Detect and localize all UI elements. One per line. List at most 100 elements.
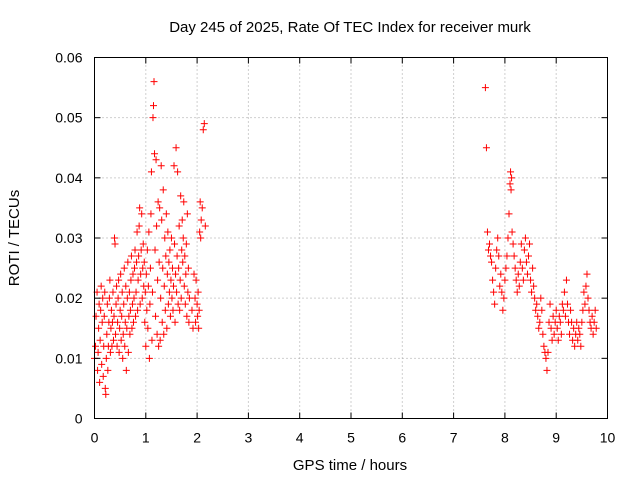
- data-point: [560, 288, 568, 296]
- data-point: [562, 276, 570, 284]
- data-point: [113, 342, 121, 350]
- data-point: [536, 318, 544, 326]
- data-point: [131, 246, 139, 254]
- data-point: [195, 306, 203, 314]
- data-point: [120, 264, 128, 272]
- data-point: [140, 258, 148, 266]
- x-axis: 0 1 2 3 4 5 6 7 8 9 10: [91, 57, 615, 446]
- data-point: [103, 300, 111, 308]
- data-point: [104, 366, 112, 374]
- data-point: [133, 258, 141, 266]
- data-point: [487, 252, 495, 260]
- data-point: [539, 330, 547, 338]
- data-point: [156, 204, 164, 212]
- data-point: [138, 210, 146, 218]
- x-tick-label: 5: [347, 430, 355, 446]
- data-point: [196, 198, 204, 206]
- data-point: [98, 360, 106, 368]
- data-point: [495, 252, 503, 260]
- data-point: [526, 240, 534, 248]
- data-point: [146, 264, 154, 272]
- data-point: [133, 228, 141, 236]
- data-point: [119, 330, 127, 338]
- x-tick-label: 6: [398, 430, 406, 446]
- data-point: [130, 294, 138, 302]
- data-point: [571, 342, 579, 350]
- data-point: [504, 234, 512, 242]
- data-point: [534, 312, 542, 320]
- data-point: [520, 246, 528, 254]
- data-point: [484, 246, 492, 254]
- data-point: [180, 282, 188, 290]
- data-point: [540, 342, 548, 350]
- data-point: [523, 270, 531, 278]
- data-point: [182, 270, 190, 278]
- data-point: [524, 252, 532, 260]
- data-point: [499, 306, 507, 314]
- data-point: [552, 306, 560, 314]
- data-point: [489, 276, 497, 284]
- data-point: [566, 330, 574, 338]
- data-point: [502, 264, 510, 272]
- data-point: [172, 144, 180, 152]
- data-point: [507, 186, 515, 194]
- x-axis-label: GPS time / hours: [293, 457, 407, 474]
- data-point: [550, 330, 558, 338]
- data-point: [119, 354, 127, 362]
- data-point: [112, 300, 120, 308]
- data-point: [165, 258, 173, 266]
- data-point: [501, 276, 509, 284]
- data-point: [107, 324, 115, 332]
- data-point: [132, 312, 140, 320]
- data-point: [106, 276, 114, 284]
- data-point: [158, 216, 166, 224]
- data-point: [127, 276, 135, 284]
- data-point: [516, 258, 524, 266]
- data-point: [151, 150, 159, 158]
- data-point: [167, 234, 175, 242]
- data-point: [192, 318, 200, 326]
- x-tick-label: 7: [450, 430, 458, 446]
- data-point: [153, 222, 161, 230]
- data-point: [116, 306, 124, 314]
- data-point: [180, 198, 188, 206]
- data-point: [176, 306, 184, 314]
- data-point: [173, 252, 181, 260]
- data-point: [101, 384, 109, 392]
- data-point: [194, 312, 202, 320]
- data-point: [555, 312, 563, 320]
- y-tick-label: 0.02: [55, 290, 82, 306]
- data-point: [508, 174, 516, 182]
- data-point: [183, 312, 191, 320]
- x-tick-label: 4: [296, 430, 304, 446]
- data-point: [92, 342, 100, 350]
- data-point: [141, 288, 149, 296]
- data-point: [193, 300, 201, 308]
- data-point: [164, 300, 172, 308]
- data-point: [155, 258, 163, 266]
- data-point: [101, 288, 109, 296]
- data-point: [149, 114, 157, 122]
- data-point: [184, 288, 192, 296]
- data-point: [96, 378, 104, 386]
- data-point: [142, 342, 150, 350]
- data-point: [166, 312, 174, 320]
- data-point: [577, 342, 585, 350]
- y-tick-label: 0.06: [55, 50, 82, 66]
- data-point: [198, 204, 206, 212]
- data-point: [197, 234, 205, 242]
- data-point: [148, 336, 156, 344]
- x-tick-label: 9: [552, 430, 560, 446]
- data-point: [94, 366, 102, 374]
- data-point: [139, 240, 147, 248]
- data-point: [184, 264, 192, 272]
- data-point: [530, 282, 538, 290]
- data-point: [169, 306, 177, 314]
- y-tick-label: 0.05: [55, 110, 82, 126]
- data-point: [182, 240, 190, 248]
- data-point: [511, 264, 519, 272]
- data-point: [175, 222, 183, 230]
- data-point: [125, 312, 133, 320]
- y-axis-label: ROTI / TECUs: [6, 190, 23, 286]
- data-point: [97, 306, 105, 314]
